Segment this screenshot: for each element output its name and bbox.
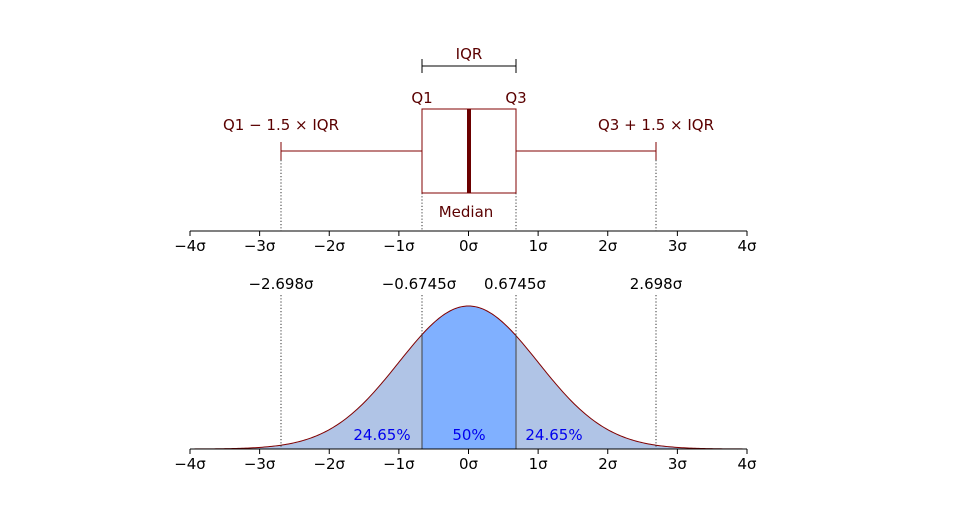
boxplot-panel: IQR Q1 Q3 Median Q1 − 1.5 × IQR Q3 + 1.5…: [223, 45, 714, 221]
sigma-marker-labels: −2.698σ −0.6745σ 0.6745σ 2.698σ: [248, 275, 682, 293]
iqr-label: IQR: [456, 45, 483, 63]
top-axis: −4σ −3σ −2σ −1σ 0σ 1σ 2σ 3σ 4σ: [174, 230, 757, 255]
bottom-axis-tick-label-0: −4σ: [174, 455, 206, 473]
percent-right: 24.65%: [525, 426, 582, 444]
bottom-axis-tick-label-5: 1σ: [529, 455, 549, 473]
normal-pdf-curve: [190, 305, 747, 450]
bottom-axis-tick-label-8: 4σ: [737, 455, 757, 473]
q1-label: Q1: [411, 89, 432, 107]
bottom-axis: −4σ −3σ −2σ −1σ 0σ 1σ 2σ 3σ 4σ: [174, 448, 757, 473]
left-tail-area: [190, 335, 422, 449]
lower-whisker-label: Q1 − 1.5 × IQR: [223, 116, 339, 134]
percent-left: 24.65%: [353, 426, 410, 444]
bottom-axis-tick-label-4: 0σ: [459, 455, 479, 473]
bottom-axis-tick-label-6: 2σ: [598, 455, 618, 473]
bottom-axis-tick-label-3: −1σ: [383, 455, 415, 473]
marker-label-q1: −0.6745σ: [382, 275, 457, 293]
top-axis-tick-label-8: 4σ: [737, 237, 757, 255]
q3-label: Q3: [505, 89, 526, 107]
right-tail-area: [515, 335, 747, 449]
top-axis-tick-label-4: 0σ: [459, 237, 479, 255]
percent-center: 50%: [452, 426, 485, 444]
distribution-panel: 24.65% 50% 24.65%: [190, 305, 747, 450]
top-axis-tick-label-7: 3σ: [668, 237, 688, 255]
top-axis-tick-label-0: −4σ: [174, 237, 206, 255]
marker-label-q3: 0.6745σ: [484, 275, 546, 293]
bottom-axis-tick-label-7: 3σ: [668, 455, 688, 473]
top-axis-tick-label-5: 1σ: [529, 237, 549, 255]
top-axis-tick-label-3: −1σ: [383, 237, 415, 255]
bottom-axis-tick-label-1: −3σ: [244, 455, 276, 473]
top-axis-tick-label-6: 2σ: [598, 237, 618, 255]
bottom-axis-tick-label-2: −2σ: [313, 455, 345, 473]
dotted-guides: [280, 160, 657, 449]
median-label: Median: [439, 203, 494, 221]
top-axis-tick-label-2: −2σ: [313, 237, 345, 255]
marker-label-upper-whisker: 2.698σ: [630, 275, 683, 293]
upper-whisker-label: Q3 + 1.5 × IQR: [598, 116, 714, 134]
top-axis-tick-label-1: −3σ: [244, 237, 276, 255]
center-iqr-area: [421, 306, 516, 449]
marker-label-lower-whisker: −2.698σ: [248, 275, 314, 293]
